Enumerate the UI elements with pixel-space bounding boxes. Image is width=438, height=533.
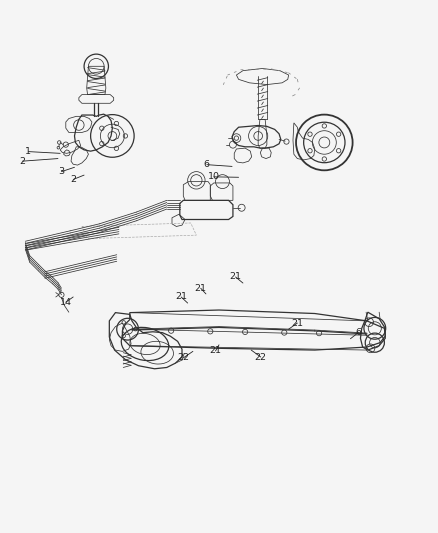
Text: 22: 22 <box>177 353 189 362</box>
Text: 21: 21 <box>230 272 241 281</box>
Text: 1: 1 <box>25 147 32 156</box>
Text: 6: 6 <box>355 328 361 337</box>
Text: 21: 21 <box>195 284 207 293</box>
Text: 2: 2 <box>19 157 25 166</box>
Text: 3: 3 <box>58 167 64 176</box>
Text: 21: 21 <box>291 319 304 328</box>
Text: 6: 6 <box>204 160 210 169</box>
Text: 2: 2 <box>70 175 76 184</box>
Text: 21: 21 <box>175 293 187 302</box>
Text: 22: 22 <box>255 352 267 361</box>
Text: 14: 14 <box>60 298 72 306</box>
Text: 21: 21 <box>209 346 222 356</box>
Text: 10: 10 <box>208 172 220 181</box>
